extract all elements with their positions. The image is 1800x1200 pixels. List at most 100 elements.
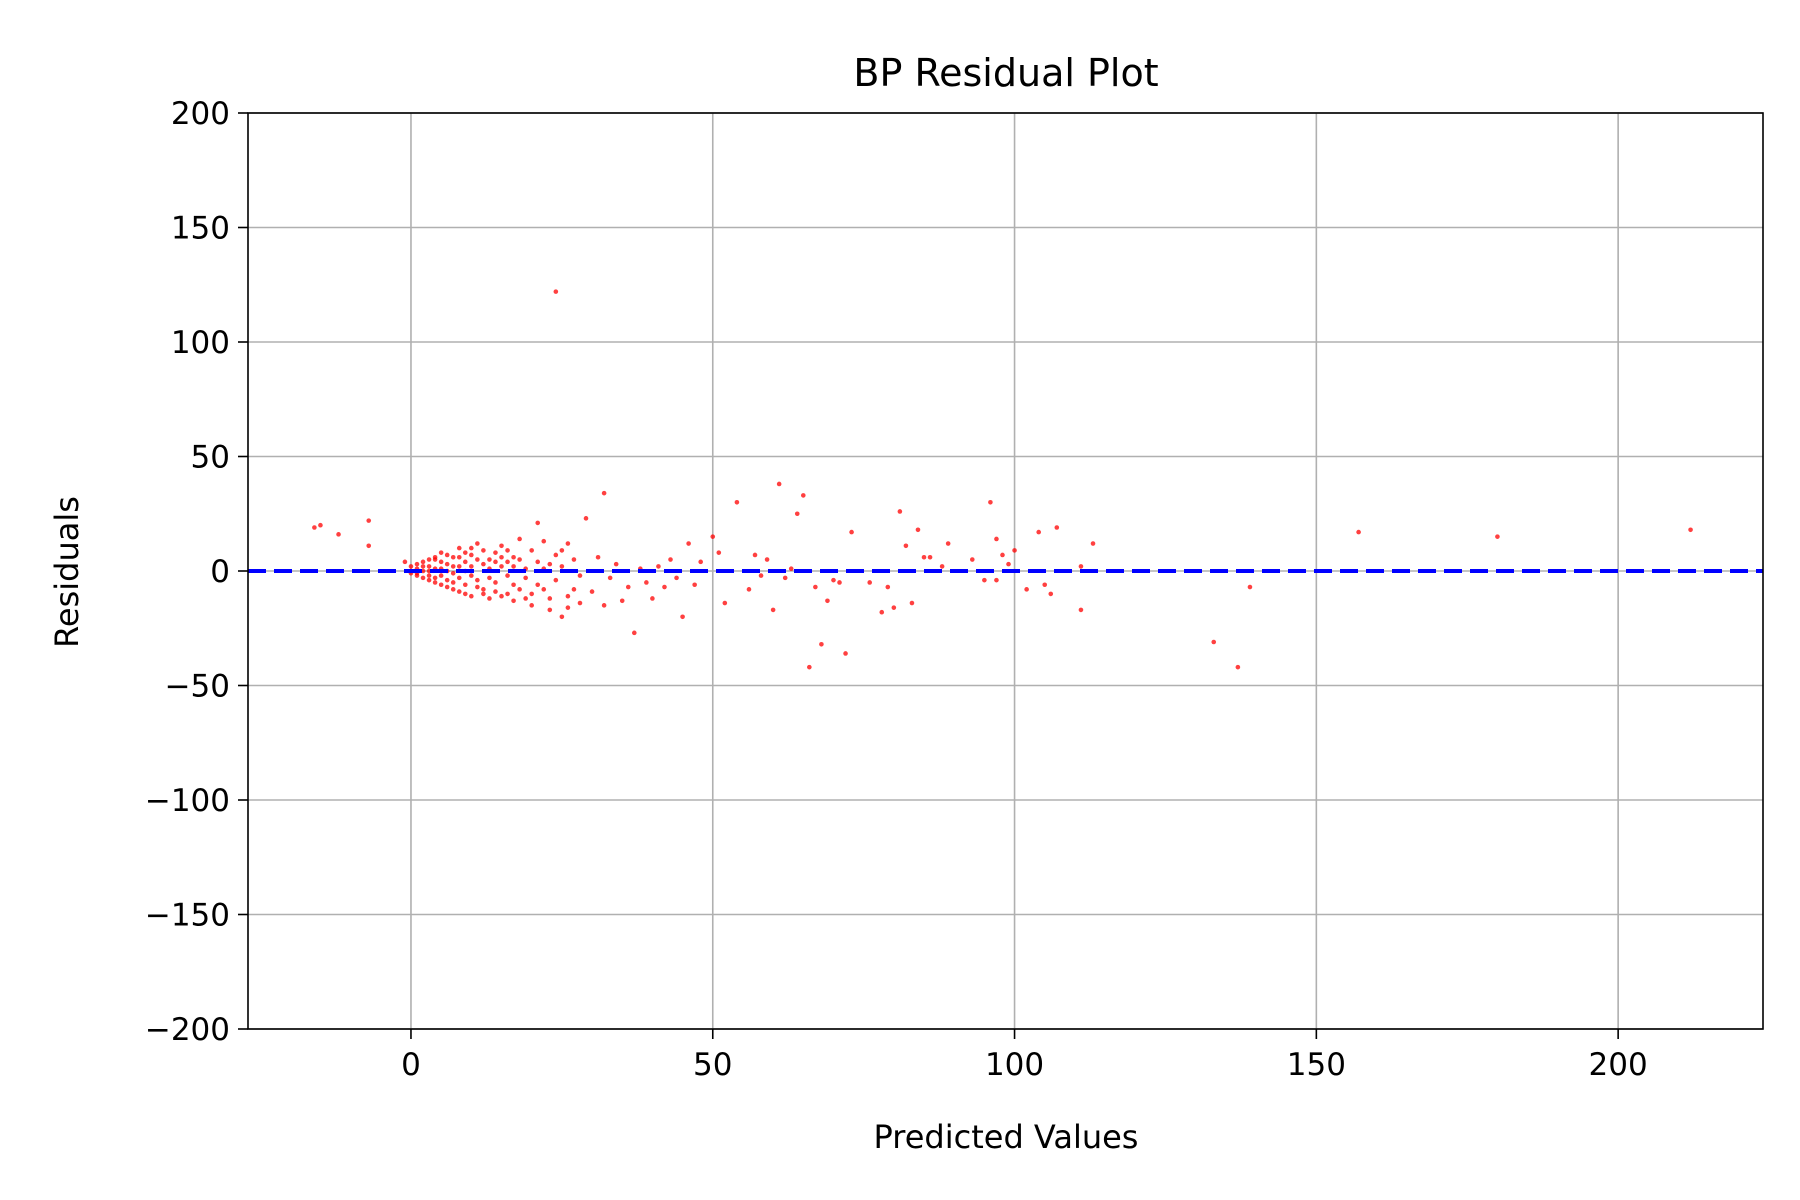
data-point	[487, 557, 492, 562]
data-point	[420, 575, 426, 581]
data-point	[481, 587, 486, 592]
data-point	[734, 500, 740, 505]
data-point	[909, 600, 915, 606]
data-point	[819, 641, 824, 647]
data-point	[529, 591, 534, 597]
scatter-points	[312, 289, 1693, 670]
data-point	[800, 493, 806, 498]
data-point	[517, 536, 522, 542]
x-axis-label: Predicted Values	[874, 1118, 1139, 1156]
y-tick-label: −200	[145, 1012, 230, 1048]
data-point	[1006, 561, 1011, 567]
data-point	[438, 573, 444, 578]
data-point	[1042, 582, 1048, 588]
data-point	[885, 584, 891, 590]
data-point	[565, 541, 571, 546]
data-point	[541, 587, 547, 592]
data-point	[432, 575, 438, 581]
data-point	[607, 575, 613, 581]
data-point	[432, 580, 438, 585]
y-tick-label: −150	[145, 898, 230, 934]
data-point	[831, 577, 836, 583]
data-point	[426, 557, 432, 562]
data-point	[475, 541, 480, 546]
data-point	[722, 600, 728, 606]
data-point	[716, 550, 722, 555]
data-point	[625, 584, 631, 590]
data-point	[668, 557, 673, 562]
data-point	[493, 550, 498, 555]
data-point	[595, 554, 601, 560]
data-point	[487, 575, 492, 581]
data-point	[782, 575, 788, 581]
data-point	[788, 566, 794, 572]
data-point	[529, 548, 534, 553]
y-tick-label: 150	[171, 211, 230, 247]
data-point	[456, 554, 462, 560]
data-point	[994, 536, 999, 542]
data-point	[710, 534, 716, 539]
data-point	[541, 538, 547, 544]
data-point	[613, 561, 619, 567]
data-point	[450, 570, 456, 576]
y-tick-label: 50	[191, 440, 230, 476]
data-point	[535, 520, 541, 526]
data-point	[523, 596, 528, 601]
data-point	[1235, 664, 1241, 670]
data-point	[601, 490, 607, 496]
data-point	[535, 559, 541, 565]
data-point	[456, 575, 462, 581]
data-point	[366, 543, 372, 549]
data-point	[505, 573, 510, 578]
data-point	[982, 577, 987, 583]
data-point	[505, 591, 510, 597]
x-tick-label: 0	[401, 1047, 421, 1083]
data-point	[426, 577, 432, 583]
y-tick-label: −100	[145, 783, 230, 819]
data-point	[776, 481, 782, 487]
data-point	[511, 598, 516, 604]
data-point	[438, 550, 444, 555]
data-point	[553, 577, 559, 583]
data-point	[493, 559, 498, 565]
data-point	[456, 589, 462, 594]
data-point	[456, 564, 462, 569]
data-point	[559, 548, 565, 553]
data-point	[1688, 527, 1693, 533]
data-point	[336, 532, 341, 537]
data-point	[1211, 639, 1217, 645]
data-point	[553, 552, 559, 558]
data-point	[897, 509, 903, 514]
data-point	[493, 589, 498, 594]
data-point	[547, 596, 553, 601]
data-point	[469, 593, 474, 599]
data-point	[559, 564, 565, 569]
data-point	[469, 573, 474, 578]
data-point	[499, 554, 504, 560]
data-point	[318, 522, 323, 528]
data-point	[945, 541, 951, 546]
data-point	[426, 573, 432, 578]
data-point	[680, 614, 685, 620]
data-point	[366, 518, 372, 523]
data-point	[686, 541, 691, 546]
data-point	[450, 580, 456, 585]
data-point	[420, 564, 426, 569]
data-point	[1000, 552, 1005, 558]
data-point	[1024, 587, 1029, 592]
data-point	[450, 587, 456, 592]
data-point	[493, 580, 498, 585]
data-point	[571, 587, 577, 592]
y-tick-label: 100	[171, 325, 230, 361]
data-point	[517, 557, 522, 562]
data-point	[523, 575, 528, 581]
data-point	[939, 564, 945, 569]
data-point	[601, 603, 607, 608]
data-point	[1036, 529, 1041, 535]
data-point	[559, 614, 565, 620]
data-point	[927, 554, 933, 560]
data-point	[1054, 525, 1060, 530]
data-point	[813, 584, 818, 590]
data-point	[698, 559, 703, 565]
